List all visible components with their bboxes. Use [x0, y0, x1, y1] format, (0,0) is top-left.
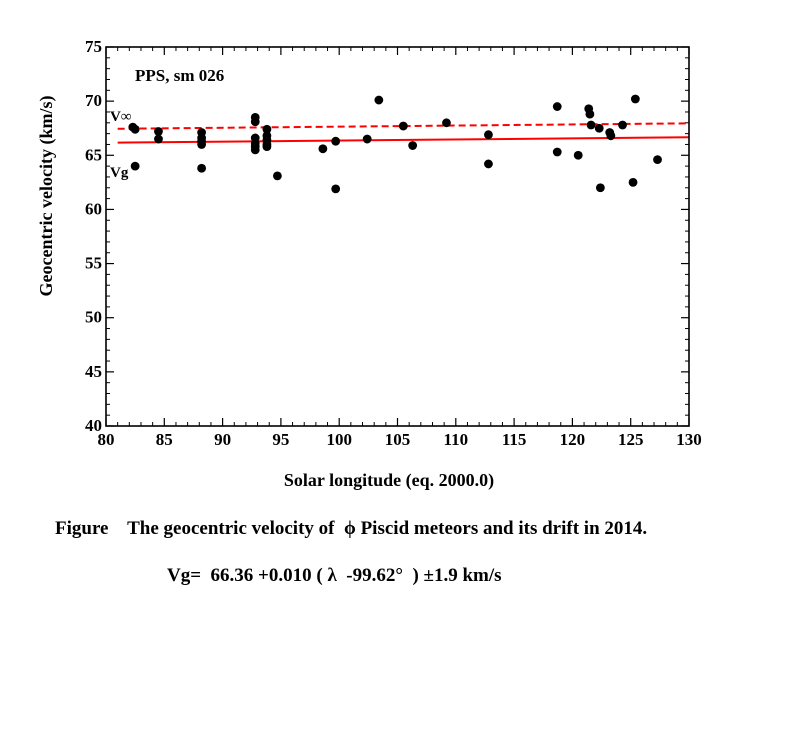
figure-caption: Figure The geocentric velocity of ϕ Pisc… — [55, 518, 648, 539]
data-point — [653, 155, 662, 165]
data-point — [484, 130, 493, 140]
y-tick-label: 60 — [85, 199, 102, 218]
data-point — [331, 136, 341, 146]
x-axis-title: Solar longitude (eq. 2000.0) — [284, 470, 494, 491]
x-tick-label: 120 — [560, 430, 586, 449]
data-point — [250, 117, 260, 127]
x-tick-label: 110 — [444, 430, 469, 449]
x-tick-label: 90 — [214, 430, 231, 449]
y-tick-label: 55 — [85, 254, 102, 273]
data-point — [154, 134, 163, 144]
data-point — [318, 144, 328, 154]
y-tick-label: 65 — [85, 145, 102, 164]
data-point — [408, 141, 418, 150]
scatter-chart: 80 85 90 95 100 105 110 115 120 125 130 40 45 50 55 60 6… — [36, 37, 702, 491]
data-point — [262, 124, 272, 134]
data-point — [154, 127, 163, 136]
data-point — [197, 163, 207, 173]
vg-trend-line — [117, 136, 690, 144]
data-point — [331, 184, 341, 194]
data-point — [618, 120, 627, 130]
data-point — [398, 121, 408, 131]
x-tick-label: 95 — [272, 430, 289, 449]
data-point — [130, 124, 140, 134]
data-point — [250, 145, 260, 155]
data-point — [362, 134, 372, 144]
x-tick-label: 80 — [98, 430, 115, 449]
y-tick-label: 70 — [85, 91, 102, 110]
y-tick-label: 40 — [85, 416, 102, 435]
data-point — [262, 140, 272, 149]
plot-frame — [105, 46, 690, 427]
chart-annotation: PPS, sm 026 — [135, 66, 224, 85]
y-axis-title: Geocentric velocity (km/s) — [36, 96, 57, 297]
fit-equation: Vg= 66.36 +0.010 ( λ -99.62° ) ±1.9 km/s — [167, 565, 502, 586]
data-point — [595, 183, 605, 193]
data-point — [586, 120, 596, 130]
data-point — [594, 123, 604, 133]
x-tick-label: 125 — [618, 430, 644, 449]
data-point — [442, 118, 451, 128]
data-point — [552, 147, 562, 157]
v-infinity-line-label: V∞ — [110, 109, 132, 125]
y-tick-label: 50 — [85, 308, 102, 327]
y-tick-label: 45 — [85, 362, 102, 381]
data-point — [552, 102, 562, 111]
data-point — [606, 131, 616, 141]
x-tick-label: 130 — [676, 430, 702, 449]
x-tick-label: 85 — [156, 430, 173, 449]
y-tick-label: 75 — [85, 37, 102, 56]
data-point — [374, 95, 384, 105]
data-point — [197, 140, 207, 149]
data-point — [630, 94, 640, 104]
data-point — [573, 150, 583, 160]
data-point — [130, 161, 140, 171]
data-point — [585, 109, 595, 119]
data-point — [273, 171, 282, 181]
data-point — [628, 177, 638, 187]
x-tick-label: 105 — [385, 430, 411, 449]
x-tick-label: 100 — [326, 430, 352, 449]
data-point — [484, 159, 493, 169]
x-tick-label: 115 — [502, 430, 527, 449]
vg-line-label: Vg — [110, 165, 129, 181]
